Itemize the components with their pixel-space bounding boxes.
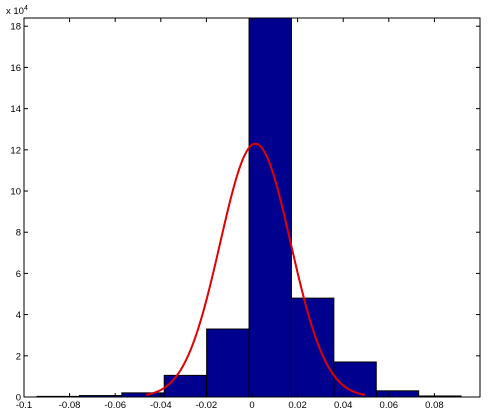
y-axis-multiplier: x 104: [6, 5, 28, 17]
x-axis-ticks: -0.1 -0.08 -0.06 -0.04 -0.02 0 0.02 0.04 0.06 0.0…: [16, 18, 444, 410]
y-tick-label: 12: [10, 145, 21, 156]
histogram-bar: [248, 17, 292, 398]
y-tick-label: 4: [16, 310, 21, 321]
y-axis-multiplier-exponent: 4: [24, 5, 28, 12]
x-tick-label: -0.08: [59, 400, 81, 410]
histogram-bars: [36, 17, 462, 398]
histogram-bar: [206, 328, 250, 398]
y-tick-label: 14: [10, 104, 21, 115]
y-tick-label: 16: [10, 63, 21, 74]
x-tick-label: -0.1: [16, 400, 32, 410]
normal-fit-curve: [145, 142, 366, 396]
histogram-bar: [290, 297, 335, 398]
x-tick-label: -0.04: [150, 400, 172, 410]
y-tick-label: 6: [16, 269, 21, 280]
y-axis-ticks: 0 2 4 6 8 10 12 14 16 18: [10, 22, 480, 404]
histogram-bar: [163, 374, 208, 398]
x-tick-label: -0.06: [104, 400, 126, 410]
x-tick-label: 0.06: [380, 400, 399, 410]
y-tick-label: 18: [10, 22, 21, 33]
x-tick-label: 0.08: [425, 400, 444, 410]
x-tick-label: 0.02: [288, 400, 307, 410]
normal-fit-curve-layer: [145, 142, 366, 396]
y-tick-label: 8: [16, 228, 21, 239]
x-tick-label: -0.02: [196, 400, 218, 410]
y-tick-label: 0: [16, 393, 21, 404]
histogram-bar: [375, 390, 420, 398]
x-tick-label: 0: [249, 400, 254, 410]
y-tick-label: 2: [16, 351, 21, 362]
y-tick-label: 10: [10, 187, 21, 198]
histogram-bar: [121, 392, 165, 398]
x-tick-label: 0.04: [334, 400, 353, 410]
